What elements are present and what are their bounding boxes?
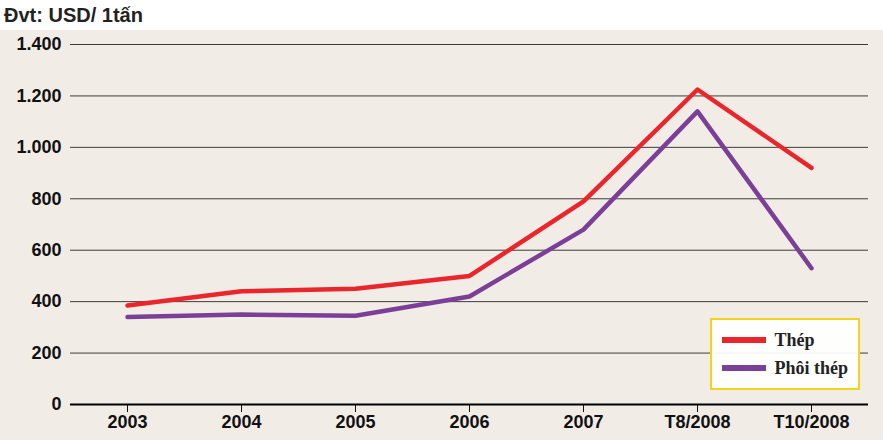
svg-text:400: 400	[31, 291, 61, 311]
svg-text:800: 800	[31, 189, 61, 209]
html-text:Đvt: USD/ 1tấn: Đvt: USD/ 1tấn	[4, 4, 143, 26]
html-text:Thép: Thép	[774, 329, 815, 350]
svg-text:200: 200	[31, 343, 61, 363]
svg-text:2003: 2003	[107, 412, 147, 432]
svg-text:0: 0	[51, 394, 61, 414]
svg-text:2004: 2004	[221, 412, 261, 432]
svg-text:2007: 2007	[563, 412, 603, 432]
svg-text:T10/2008: T10/2008	[773, 412, 849, 432]
svg-text:T8/2008: T8/2008	[664, 412, 730, 432]
svg-text:1.400: 1.400	[16, 34, 61, 54]
svg-text:2005: 2005	[335, 412, 375, 432]
svg-text:1.000: 1.000	[16, 137, 61, 157]
html-text:Phôi thép: Phôi thép	[774, 357, 848, 378]
svg-text:600: 600	[31, 240, 61, 260]
svg-text:2006: 2006	[449, 412, 489, 432]
svg-text:1.200: 1.200	[16, 86, 61, 106]
